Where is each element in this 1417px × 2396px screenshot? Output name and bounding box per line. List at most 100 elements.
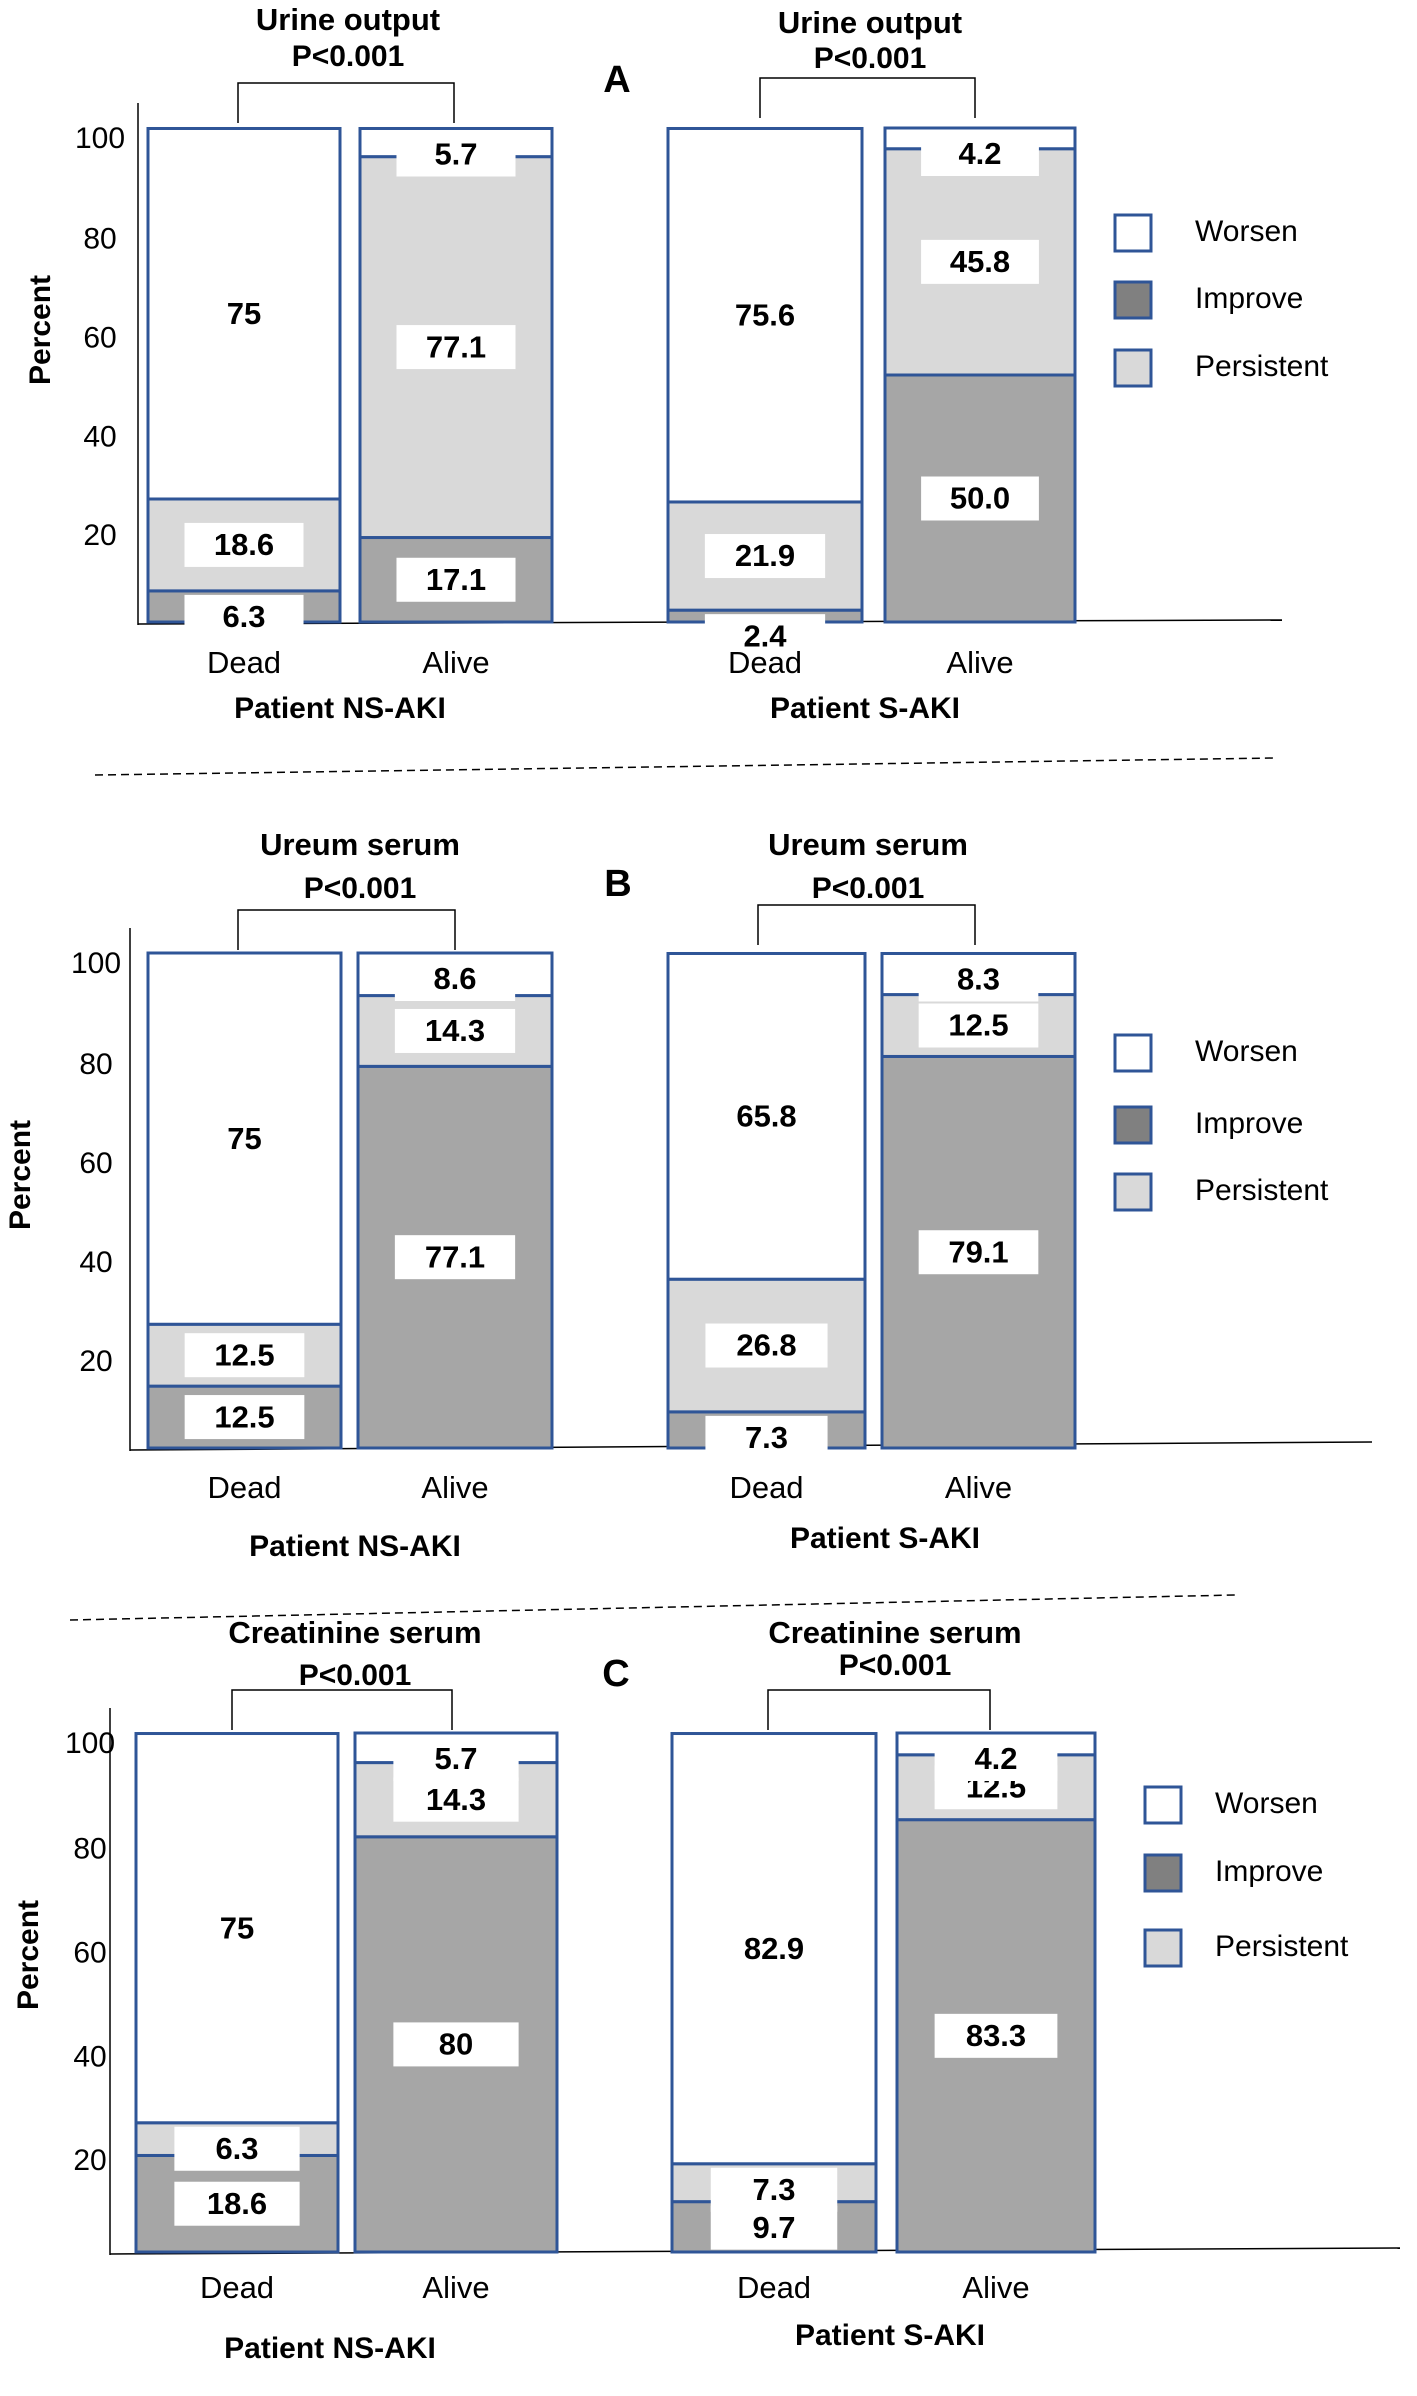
category-label: Alive xyxy=(945,1470,1012,1505)
category-label: Dead xyxy=(207,645,281,680)
legend-swatch-persistent xyxy=(1143,1928,1183,1968)
y-tick-label: 60 xyxy=(73,1937,106,1970)
group-title: Urine output xyxy=(256,2,440,37)
y-axis-label: Percent xyxy=(4,1120,37,1230)
bar-alive: 83.312.54.2 xyxy=(895,1731,1097,2254)
value-label-box xyxy=(918,1230,1039,1275)
panel-label: A xyxy=(603,59,630,101)
patient-label: Patient NS-AKI xyxy=(234,692,446,725)
legend-label-improve: Improve xyxy=(1195,282,1303,315)
value-label: 75.6 xyxy=(735,297,795,332)
value-label-box xyxy=(921,476,1039,521)
significance-bracket xyxy=(759,77,976,118)
y-tick-label: 20 xyxy=(73,2144,106,2177)
legend-swatch-worsen xyxy=(1143,1785,1183,1825)
patient-label: Patient S-AKI xyxy=(770,692,960,725)
value-label: 18.6 xyxy=(207,2186,267,2221)
value-label: 9.7 xyxy=(752,2210,795,2245)
value-label: 7.3 xyxy=(745,1420,788,1455)
legend-label-worsen: Worsen xyxy=(1215,1787,1318,1820)
value-label: 12.5 xyxy=(214,1399,274,1434)
value-label-box xyxy=(918,957,1039,1002)
panel-label: C xyxy=(602,1653,629,1695)
value-label-box xyxy=(704,534,826,579)
significance-bracket xyxy=(237,909,456,950)
bar-alive: 17.1 77.1 5.7 xyxy=(358,126,554,624)
value-label-box xyxy=(921,132,1039,176)
value-label: 77.1 xyxy=(425,1239,485,1274)
value-label: 18.6 xyxy=(214,527,274,562)
y-tick-label: 20 xyxy=(83,519,116,552)
legend-swatch-improve xyxy=(1113,280,1153,320)
bar-dead: 9.77.3 82.9 xyxy=(670,1732,878,2254)
value-label: 82.9 xyxy=(744,1931,804,1966)
group-s-aki: Ureum serum P<0.001 7.3 26.8 65.8 Dead 79.1 12.… xyxy=(666,827,1077,1555)
p-value: P<0.001 xyxy=(292,40,405,73)
y-tick-label: 40 xyxy=(83,420,116,453)
value-label-box xyxy=(704,614,826,659)
group-title: Ureum serum xyxy=(260,827,460,862)
p-value: P<0.001 xyxy=(299,1659,412,1692)
panel-label: B xyxy=(604,863,631,905)
patient-label: Patient NS-AKI xyxy=(224,2332,436,2365)
legend-label-improve: Improve xyxy=(1215,1855,1323,1888)
category-label: Alive xyxy=(422,2270,489,2305)
group-title: Creatinine serum xyxy=(228,1615,481,1650)
value-label: 5.7 xyxy=(434,137,477,172)
value-label: 21.9 xyxy=(735,538,795,573)
bar-dead: 7.3 26.8 65.8 xyxy=(666,951,867,1460)
value-label-box xyxy=(184,1116,305,1161)
value-label-box xyxy=(184,1333,305,1378)
category-label: Alive xyxy=(421,1470,488,1505)
legend-swatch-improve xyxy=(1143,1853,1183,1893)
legend: Worsen Improve Persistent xyxy=(1143,1785,1349,1968)
value-label: 14.3 xyxy=(426,1782,486,1817)
group-ns-aki: Ureum serum P<0.001 12.5 12.5 75 Dead 77.1 14.3… xyxy=(146,827,554,1563)
value-label: 2.4 xyxy=(743,618,787,653)
value-label: 4.2 xyxy=(974,1741,1017,1776)
value-label: 14.3 xyxy=(425,1013,485,1048)
bar-alive: 50.0 45.8 4.2 xyxy=(883,126,1077,624)
value-label: 77.1 xyxy=(426,329,486,364)
legend-swatch-persistent xyxy=(1113,348,1153,388)
legend-label-worsen: Worsen xyxy=(1195,1035,1298,1068)
p-value: P<0.001 xyxy=(812,872,925,905)
value-label-box xyxy=(174,2181,300,2226)
value-label: 17.1 xyxy=(426,562,486,597)
legend-label-worsen: Worsen xyxy=(1195,215,1298,248)
group-title: Urine output xyxy=(778,5,962,40)
value-label: 79.1 xyxy=(948,1234,1008,1269)
category-label: Dead xyxy=(728,645,802,680)
significance-bracket xyxy=(767,1689,991,1730)
category-label: Dead xyxy=(729,1470,803,1505)
value-label-box xyxy=(394,957,516,1001)
category-label: Dead xyxy=(737,2270,811,2305)
value-label: 6.3 xyxy=(222,599,265,634)
value-label: 7.3 xyxy=(752,2172,795,2207)
value-label: 75 xyxy=(220,1910,254,1945)
value-label-box xyxy=(184,522,304,567)
y-tick-label: 40 xyxy=(79,1246,112,1279)
value-label: 12.5 xyxy=(948,1008,1008,1043)
value-label: 5.7 xyxy=(434,1741,477,1776)
group-title: Ureum serum xyxy=(768,827,968,862)
significance-bracket xyxy=(757,904,976,945)
y-axis-label: Percent xyxy=(24,275,57,385)
value-label-box xyxy=(934,2013,1058,2058)
patient-label: Patient S-AKI xyxy=(795,2319,985,2352)
p-value: P<0.001 xyxy=(839,1649,952,1682)
legend-label-persistent: Persistent xyxy=(1195,1174,1329,1207)
value-label: 80 xyxy=(439,2027,473,2062)
value-label-box xyxy=(704,293,826,338)
bar-dead: 6.3 18.6 75 xyxy=(146,126,342,639)
y-tick-label: 100 xyxy=(65,1727,115,1760)
value-label-box xyxy=(393,1737,519,1781)
value-label-box xyxy=(710,2205,838,2250)
value-label: 8.6 xyxy=(433,961,476,996)
y-axis-label: Percent xyxy=(12,1900,45,2010)
legend: Worsen Improve Persistent xyxy=(1113,1033,1329,1212)
